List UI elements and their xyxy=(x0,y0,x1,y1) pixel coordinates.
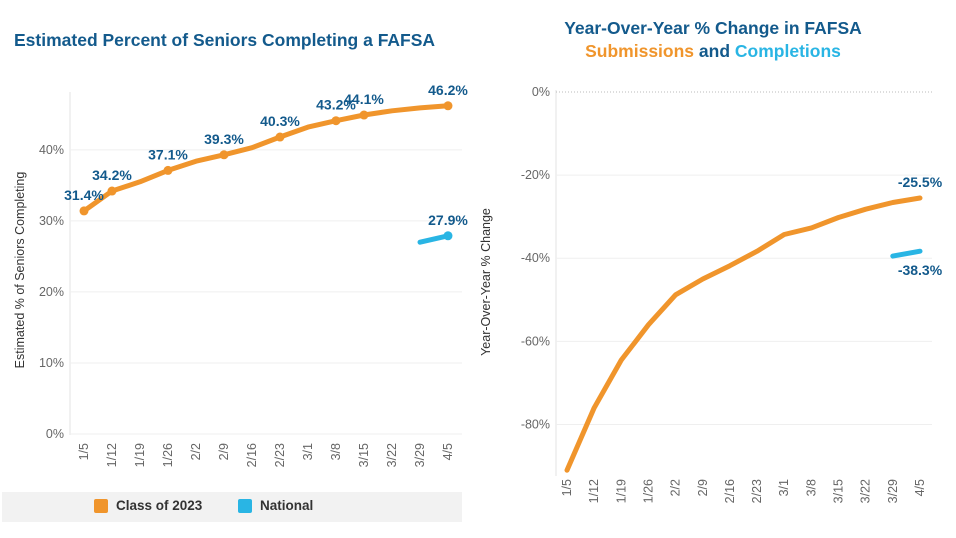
y-tick-label: -20% xyxy=(521,168,550,182)
x-tick-label: 3/22 xyxy=(859,479,873,503)
x-tick-label: 3/29 xyxy=(886,479,900,503)
x-tick-label: 2/2 xyxy=(669,479,683,496)
legend-swatch-orange xyxy=(94,498,108,513)
x-tick-label: 4/5 xyxy=(441,443,455,460)
x-tick-label: 1/12 xyxy=(587,479,601,503)
series-line-0 xyxy=(564,195,923,473)
x-tick-label: 1/5 xyxy=(560,479,574,496)
x-tick-label: 2/9 xyxy=(696,479,710,496)
x-tick-label: 3/1 xyxy=(301,443,315,460)
x-tick-label: 3/8 xyxy=(804,479,818,496)
data-label: -38.3% xyxy=(898,262,943,278)
yoy-chart: 0% -20% -40% -60% -80% 1/5 1/12 1/19 1/26 2/2 2/9 2… xyxy=(479,85,943,503)
y-axis-title: Estimated % of Seniors Completing xyxy=(13,172,27,369)
y-tick-label: -60% xyxy=(521,334,550,348)
x-tick-label: 2/23 xyxy=(750,479,764,503)
x-tick-label: 2/16 xyxy=(723,479,737,503)
data-point xyxy=(331,116,341,126)
data-label: 31.4% xyxy=(64,187,104,203)
legend-swatch-blue xyxy=(238,498,252,513)
legend-item-national[interactable]: National xyxy=(238,498,313,513)
x-tick-label: 3/1 xyxy=(777,479,791,496)
x-tick-label: 2/9 xyxy=(217,443,231,460)
data-label: 27.9% xyxy=(428,212,468,228)
data-point xyxy=(275,132,285,142)
x-tick-label: 1/12 xyxy=(105,443,119,467)
series-line-1 xyxy=(417,233,451,245)
data-point xyxy=(79,206,89,216)
y-tick-label: 40% xyxy=(39,143,64,157)
data-point xyxy=(163,165,173,175)
data-label: 46.2% xyxy=(428,82,468,98)
x-tick-label: 3/15 xyxy=(357,443,371,467)
data-point xyxy=(107,186,117,196)
series-line-0 xyxy=(81,103,451,214)
x-tick-label: 2/2 xyxy=(189,443,203,460)
data-label: 44.1% xyxy=(344,91,384,107)
data-point xyxy=(443,101,453,111)
y-tick-label: 0% xyxy=(532,85,550,99)
y-tick-label: 30% xyxy=(39,214,64,228)
data-point xyxy=(219,150,229,160)
chart-title-left: Estimated Percent of Seniors Completing … xyxy=(14,30,436,50)
y-tick-label: -80% xyxy=(521,417,550,431)
x-tick-label: 3/15 xyxy=(832,479,846,503)
legend: Class of 2023 National xyxy=(2,492,462,522)
x-tick-label: 1/19 xyxy=(614,479,628,503)
legend-item-class-of-2023[interactable]: Class of 2023 xyxy=(94,498,202,513)
chart-title-line1: Year-Over-Year % Change in FAFSA xyxy=(564,18,862,38)
subtitle-submissions: Submissions xyxy=(585,41,695,61)
series-line-1 xyxy=(890,248,923,259)
x-tick-label: 3/8 xyxy=(329,443,343,460)
x-tick-label: 4/5 xyxy=(913,479,927,496)
data-label: 34.2% xyxy=(92,167,132,183)
data-label: 40.3% xyxy=(260,113,300,129)
data-label: 37.1% xyxy=(148,146,188,162)
y-tick-label: 10% xyxy=(39,356,64,370)
data-point xyxy=(359,110,369,120)
y-tick-label: 0% xyxy=(46,427,64,441)
chart-title-right: Year-Over-Year % Change in FAFSA Submiss… xyxy=(470,17,956,63)
x-tick-label: 1/26 xyxy=(161,443,175,467)
completion-chart: 0% 10% 20% 30% 40% 1/5 1/12 1/19 1/26 2/2 2/9 2/16 2… xyxy=(13,82,468,468)
subtitle-and: and xyxy=(698,41,731,61)
x-tick-label: 2/23 xyxy=(273,443,287,467)
x-tick-label: 1/19 xyxy=(133,443,147,467)
y-tick-label: -40% xyxy=(521,251,550,265)
x-tick-label: 3/22 xyxy=(385,443,399,467)
legend-label: Class of 2023 xyxy=(116,498,203,513)
data-label: 39.3% xyxy=(204,131,244,147)
legend-label: National xyxy=(260,498,314,513)
x-tick-label: 2/16 xyxy=(245,443,259,467)
yoy-chart-panel: Year-Over-Year % Change in FAFSA Submiss… xyxy=(470,0,956,538)
subtitle-completions: Completions xyxy=(734,41,841,61)
completion-chart-panel: Estimated Percent of Seniors Completing … xyxy=(0,0,470,538)
y-tick-label: 20% xyxy=(39,285,64,299)
y-axis-title: Year-Over-Year % Change xyxy=(479,208,493,356)
x-tick-label: 1/26 xyxy=(641,479,655,503)
data-point xyxy=(443,231,453,241)
data-label: -25.5% xyxy=(898,174,943,190)
x-tick-label: 1/5 xyxy=(77,443,91,460)
x-tick-label: 3/29 xyxy=(413,443,427,467)
chart-subtitle: Submissions and Completions xyxy=(470,40,956,63)
data-label: 43.2% xyxy=(316,97,356,113)
